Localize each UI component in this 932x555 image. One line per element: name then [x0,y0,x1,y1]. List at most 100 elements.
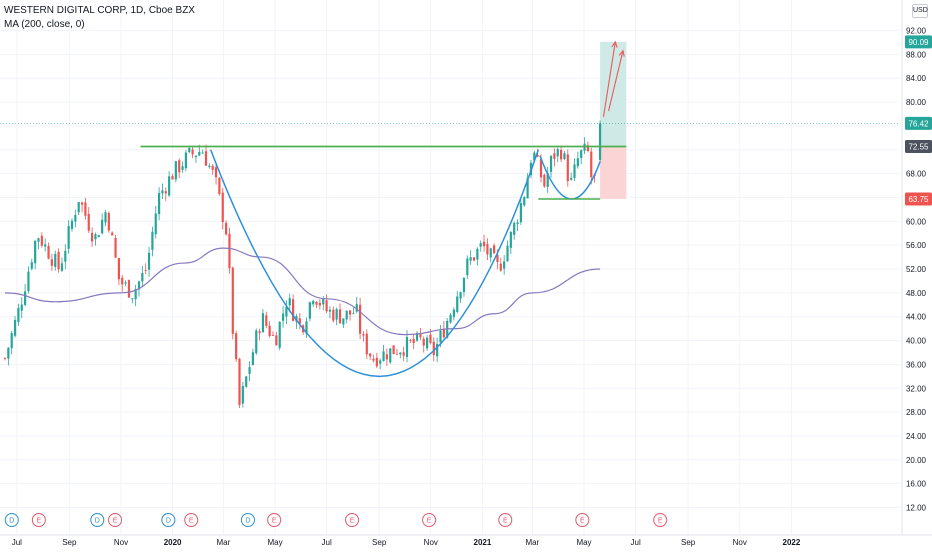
currency-button[interactable]: USD [912,4,928,18]
candle [590,147,593,185]
price-label[interactable]: 72.55 [905,139,932,153]
candle [221,188,224,230]
candle-body [114,237,117,258]
price-axis[interactable]: 12.00 16.00 20.00 24.00 28.00 32.00 36.00 40.00… [906,27,927,513]
candle [161,183,164,200]
candle [372,354,375,363]
candle-body [412,338,415,344]
candle [251,348,254,366]
price-label[interactable]: 76.42 [905,116,932,130]
candle-body [365,333,368,355]
candle-body [426,337,429,349]
candle-body [409,339,412,341]
candle [395,348,399,356]
chart-symbol-title[interactable]: WESTERN DIGITAL CORP, 1D, Cboe BZX [4,5,195,16]
time-axis[interactable]: Jul Sep Nov 2020 Mar May Jul Sep Nov 2021 Mar May Ju… [12,538,801,547]
candle-body [580,150,583,159]
candle-body [509,231,512,248]
candle [101,213,104,235]
candle-body [305,321,308,334]
candle [265,311,268,329]
price-label[interactable]: 90.09 [905,35,932,49]
price-tick-label: 60.00 [906,217,927,226]
earnings-marker[interactable]: E [108,513,123,527]
candle-body [84,202,87,216]
candle [486,238,489,260]
candle-body [275,335,278,346]
earnings-marker[interactable]: E [498,513,513,527]
candle [34,239,37,270]
time-tick-label: Sep [681,538,696,547]
candle [164,187,167,202]
candle [174,160,177,183]
candle-body [147,252,151,270]
candle [405,330,409,363]
candle [472,256,476,262]
stop-zone[interactable] [600,146,627,199]
earnings-marker[interactable]: E [653,513,668,527]
candle [181,161,184,173]
candle [332,306,335,323]
dividend-marker[interactable]: D [90,513,105,527]
earnings-marker[interactable]: E [422,513,437,527]
time-tick-label: Sep [372,538,387,547]
price-tick-label: 80.00 [906,98,927,107]
candle-body [459,292,462,299]
target-zone[interactable] [600,41,627,147]
candle-body [50,259,53,266]
cup-curve[interactable] [209,149,540,378]
candle [91,227,94,247]
candle [335,307,338,326]
dividend-marker[interactable]: D [161,513,176,527]
candle [426,335,429,351]
candle [235,330,238,362]
candle [201,149,204,154]
earnings-marker[interactable]: E [267,513,282,527]
candle-body [359,304,362,334]
candle [325,294,328,314]
time-tick-label: Nov [114,538,128,547]
earnings-marker[interactable]: E [184,513,199,527]
candle-body [141,272,144,282]
candle-body [174,161,177,180]
indicator-legend[interactable]: MA (200, close, 0) [4,19,85,30]
candle-body [345,310,348,320]
candle [345,310,348,324]
candle-body [516,222,519,225]
earnings-marker[interactable]: E [345,513,360,527]
price-tick-label: 44.00 [906,313,927,322]
candle [422,336,425,353]
candle-body [271,335,275,336]
candle-body [281,313,285,321]
price-tick-label: 32.00 [906,384,927,393]
candle [385,348,388,367]
candle [355,296,358,314]
candle-body [40,235,43,246]
candle [241,381,244,408]
candle-body [34,240,37,264]
price-label[interactable]: 63.75 [905,192,932,206]
candle-body [94,234,97,240]
candle [479,240,482,252]
dividend-marker[interactable]: D [4,513,19,527]
dividend-marker[interactable]: D [240,513,255,527]
target-arrow[interactable] [602,40,618,118]
candle [469,250,472,265]
candle-body [355,304,358,312]
candle [342,318,345,329]
candle-body [295,316,298,322]
candle-body [225,222,228,235]
candle-body [255,330,258,354]
time-tick-label: 2022 [783,538,801,547]
candle [503,255,506,275]
candle-body [598,123,602,160]
earnings-marker[interactable]: E [31,513,46,527]
earnings-marker[interactable]: E [575,513,590,527]
target-arrow[interactable] [608,49,625,112]
candle-body [493,245,496,254]
price-tick-label: 68.00 [906,170,927,179]
event-letter: D [9,518,14,525]
candle-body [449,314,452,323]
